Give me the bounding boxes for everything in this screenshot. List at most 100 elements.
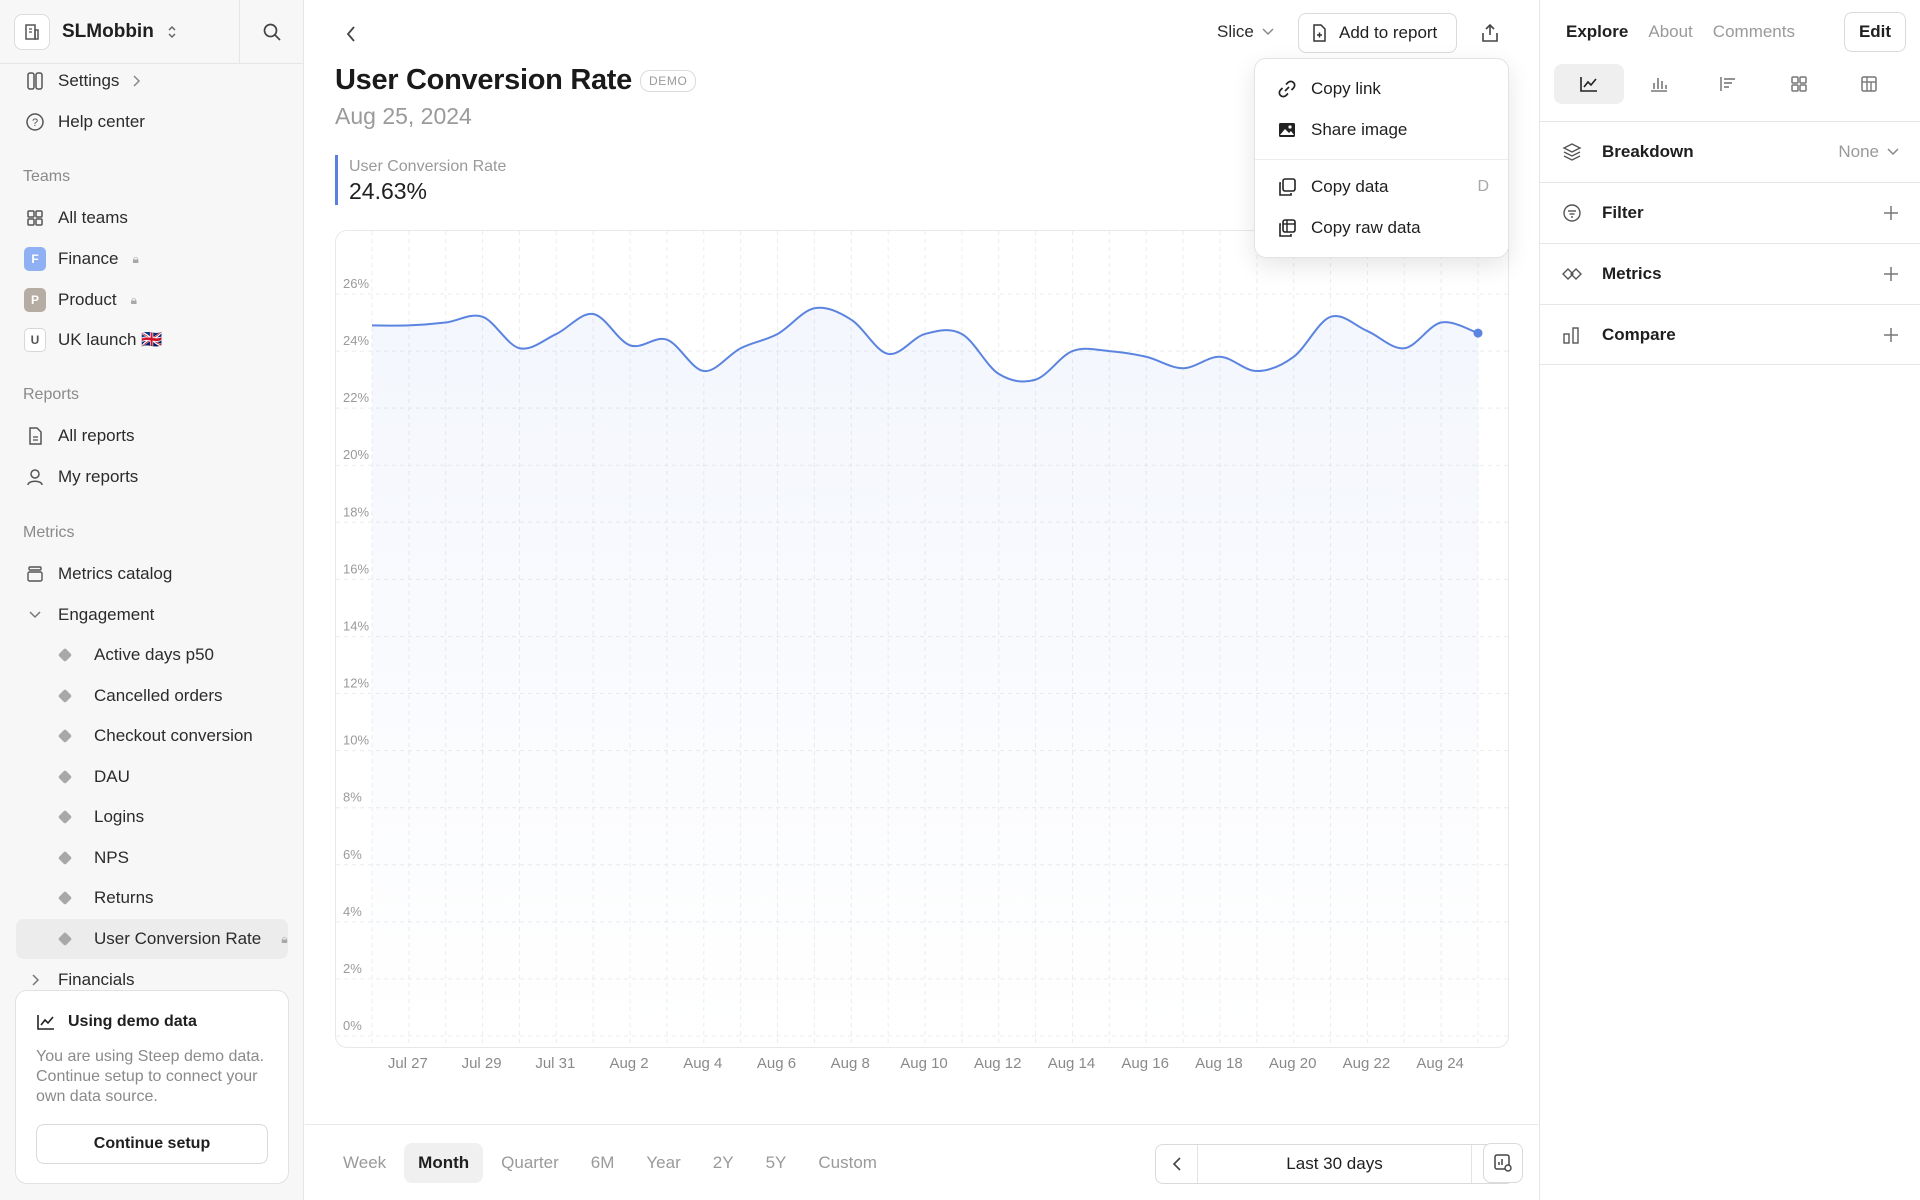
add-to-report-button[interactable]: Add to report	[1298, 13, 1457, 53]
range-tab-year[interactable]: Year	[646, 1153, 681, 1172]
sidebar-item-metric[interactable]: Returns	[16, 878, 288, 918]
sidebar-item-label: Cancelled orders	[94, 686, 223, 705]
viz-bar-button[interactable]	[1624, 64, 1694, 104]
chevron-down-icon	[24, 604, 46, 626]
range-tab-6m[interactable]: 6M	[590, 1153, 615, 1172]
chevron-left-icon	[346, 26, 355, 42]
kpi-label: User Conversion Rate	[349, 158, 507, 175]
horizontal-bar-icon	[1720, 77, 1735, 91]
x-tick-label: Aug 8	[831, 1055, 870, 1072]
tab-about[interactable]: About	[1648, 22, 1693, 41]
slice-dropdown[interactable]: Slice	[1217, 14, 1274, 50]
chevron-right-icon	[133, 75, 141, 87]
range-tab-quarter[interactable]: Quarter	[501, 1153, 559, 1172]
add-report-icon	[1313, 24, 1326, 42]
chart-settings-button[interactable]	[1483, 1143, 1523, 1183]
sidebar-item-label: Engagement	[58, 605, 155, 624]
x-axis: Jul 27 Jul 29 Jul 31 Aug 2 Aug 4 Aug 6 Aug 8 Au…	[388, 1055, 1464, 1072]
continue-setup-button[interactable]: Continue setup	[36, 1124, 268, 1164]
kpi-summary: User Conversion Rate 24.63%	[335, 155, 506, 205]
range-tab-month[interactable]: Month	[404, 1143, 484, 1183]
add-compare-icon[interactable]	[1883, 327, 1899, 343]
sidebar-item-metric[interactable]: NPS	[16, 838, 288, 878]
sidebar-item-help-center[interactable]: ? Help center	[16, 102, 288, 142]
sidebar-item-metric[interactable]: Logins	[16, 797, 288, 837]
y-tick-label: 22%	[343, 390, 369, 405]
main-content: Slice Add to report User Conversion Rate…	[305, 0, 1538, 1200]
line-chart[interactable]: 0% 2% 4% 6% 8% 10% 12% 14% 16% 18% 20% 22% 24% 26%	[336, 231, 1509, 1048]
sidebar-item-all-teams[interactable]: All teams	[16, 198, 288, 238]
add-filter-icon[interactable]	[1883, 205, 1899, 221]
menu-item-copy-raw-data[interactable]: Copy raw data	[1263, 209, 1501, 247]
share-menu: Copy link Share image Copy data D Copy r…	[1254, 58, 1509, 258]
sidebar-item-uk-launch[interactable]: U UK launch 🇬🇧	[16, 320, 288, 360]
sidebar-item-settings[interactable]: Settings	[16, 61, 288, 101]
catalog-icon	[24, 563, 46, 585]
sidebar-item-metric[interactable]: Checkout conversion	[16, 716, 288, 756]
compare-label: Compare	[1602, 324, 1676, 344]
sidebar-item-label: All reports	[58, 426, 135, 445]
tab-comments[interactable]: Comments	[1712, 22, 1795, 41]
sidebar-item-finance[interactable]: F Finance 🔒︎	[16, 239, 288, 279]
menu-item-copy-data[interactable]: Copy data D	[1263, 168, 1501, 206]
line-chart-icon	[1580, 77, 1597, 92]
sidebar-item-financials[interactable]: Financials	[16, 960, 288, 1000]
series-area	[372, 307, 1478, 1036]
add-metric-icon[interactable]	[1883, 266, 1899, 282]
sidebar-item-metric-active[interactable]: User Conversion Rate 🔒︎	[16, 919, 288, 959]
sidebar-item-metric[interactable]: DAU	[16, 757, 288, 797]
range-tab-custom[interactable]: Custom	[818, 1153, 877, 1172]
viz-table-button[interactable]	[1834, 64, 1904, 104]
sidebar-item-my-reports[interactable]: My reports	[16, 457, 288, 497]
sidebar-item-metric[interactable]: Active days p50	[16, 635, 288, 675]
back-button[interactable]	[337, 20, 365, 48]
sidebar-item-metric[interactable]: Cancelled orders	[16, 676, 288, 716]
sidebar-item-engagement[interactable]: Engagement	[16, 595, 288, 635]
building-icon	[14, 13, 50, 50]
breakdown-label: Breakdown	[1602, 142, 1694, 161]
range-tab-week[interactable]: Week	[343, 1153, 387, 1172]
compare-section[interactable]: Compare	[1540, 304, 1920, 365]
filter-label: Filter	[1602, 203, 1644, 222]
filter-section[interactable]: Filter	[1540, 182, 1920, 243]
previous-period-button[interactable]	[1156, 1145, 1198, 1183]
metrics-section[interactable]: Metrics	[1540, 243, 1920, 304]
viz-line-button[interactable]	[1554, 64, 1624, 104]
period-label[interactable]: Last 30 days	[1286, 1154, 1383, 1173]
x-tick-label: Aug 22	[1343, 1055, 1391, 1072]
metric-date: Aug 25, 2024	[335, 103, 472, 129]
bar-chart-icon	[1651, 78, 1667, 92]
tab-explore[interactable]: Explore	[1566, 22, 1629, 41]
sidebar-item-label: Logins	[94, 807, 145, 826]
range-tab-5y[interactable]: 5Y	[765, 1153, 787, 1172]
sidebar-item-all-reports[interactable]: All reports	[16, 416, 288, 456]
sidebar-item-metrics-catalog[interactable]: Metrics catalog	[16, 554, 288, 594]
workspace-switcher[interactable]: SLMobbin	[0, 0, 240, 64]
menu-item-copy-link[interactable]: Copy link	[1263, 70, 1501, 108]
x-tick-label: Aug 12	[974, 1055, 1022, 1072]
page-title: User Conversion Rate	[335, 64, 632, 96]
breakdown-section[interactable]: Breakdown None	[1540, 121, 1920, 182]
menu-item-share-image[interactable]: Share image	[1263, 111, 1501, 149]
edit-button[interactable]: Edit	[1844, 12, 1906, 52]
last-point-marker[interactable]	[1473, 328, 1483, 338]
demo-data-card: Using demo data You are using Steep demo…	[15, 990, 289, 1184]
slice-label: Slice	[1217, 22, 1254, 41]
range-tab-2y[interactable]: 2Y	[712, 1153, 734, 1172]
series-line[interactable]	[371, 306, 1479, 383]
sidebar-item-label: Settings	[58, 71, 120, 90]
svg-text:?: ?	[32, 117, 38, 129]
breakdown-value[interactable]: None	[1838, 142, 1899, 162]
x-tick-label: Aug 20	[1269, 1055, 1317, 1072]
diamond-icon	[57, 769, 73, 785]
grid-icon	[24, 207, 46, 229]
x-tick-label: Aug 6	[757, 1055, 796, 1072]
team-badge: P	[24, 288, 46, 312]
share-button[interactable]	[1471, 14, 1509, 52]
sidebar-item-product[interactable]: P Product 🔒︎	[16, 280, 288, 320]
viz-horizontal-bar-button[interactable]	[1694, 64, 1764, 104]
viz-grid-button[interactable]	[1764, 64, 1834, 104]
table-icon	[1861, 76, 1877, 92]
sidebar-search-button[interactable]	[240, 0, 303, 64]
sidebar-item-label: DAU	[94, 767, 130, 786]
